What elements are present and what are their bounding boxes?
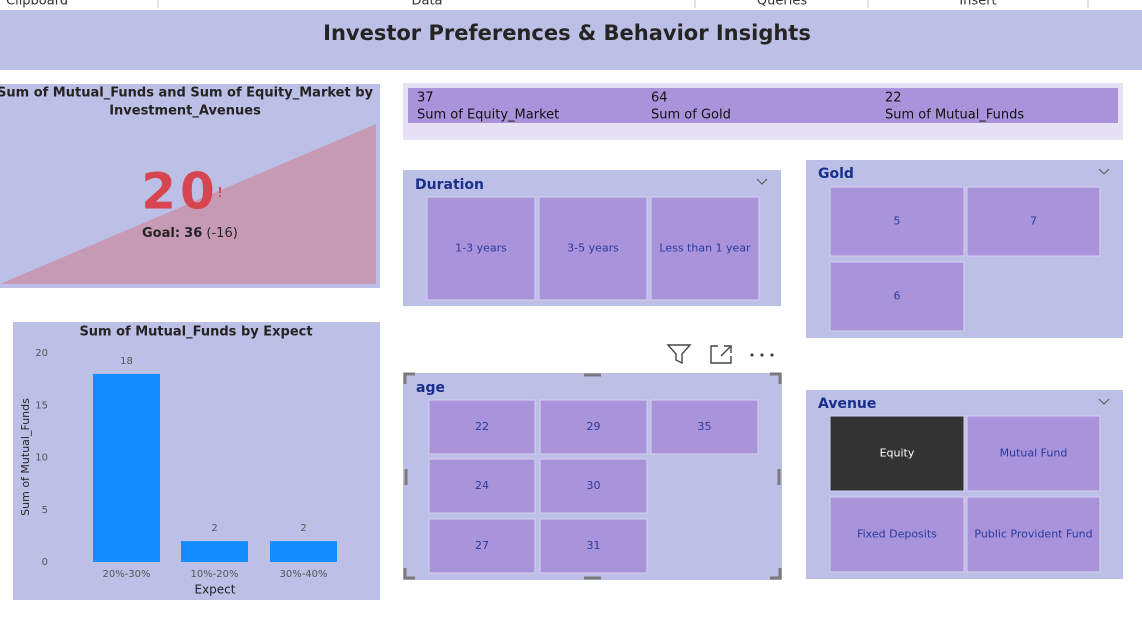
header-band <box>0 10 1142 70</box>
slicer-tile-label: Mutual Fund <box>1000 447 1068 460</box>
selection-handles[interactable] <box>403 372 782 580</box>
ribbon <box>0 0 1142 10</box>
y-tick-label: 5 <box>42 505 48 516</box>
kpi-value: 20 <box>141 163 219 221</box>
slicer-tile[interactable] <box>829 261 965 332</box>
ribbon-group[interactable]: Insert <box>959 0 996 9</box>
slicer-tile-label: 6 <box>894 290 901 303</box>
slicer-tile-label: 7 <box>1030 215 1037 228</box>
card-label: Sum of Gold <box>651 108 731 123</box>
card-value: 64 <box>651 91 668 106</box>
slicer-chevron[interactable] <box>756 178 768 185</box>
kpi-goal-value: 36 <box>184 226 202 241</box>
y-tick-label: 15 <box>35 400 48 411</box>
slicer-title: Duration <box>415 177 484 193</box>
data-label: 18 <box>120 356 133 367</box>
slicer-tile-label: Equity <box>880 447 915 460</box>
kpi-warning-icon <box>219 187 221 193</box>
slicer-tile[interactable] <box>428 399 536 455</box>
slicer-tile[interactable] <box>966 496 1101 573</box>
ribbon-group[interactable]: Queries <box>757 0 807 9</box>
x-tick-label: 30%-40% <box>279 569 327 580</box>
card-value: 37 <box>417 91 434 106</box>
card-items: 37 Sum of Equity_Market 64 Sum of Gold 22 Sum… <box>417 91 1024 123</box>
slicer-tile[interactable] <box>650 399 759 455</box>
slicer-tile-label: 30 <box>587 479 601 492</box>
slicer-tile[interactable] <box>428 518 536 574</box>
slicer-tile-label: 24 <box>475 479 489 492</box>
page-title: Investor Preferences & Behavior Insights <box>323 21 811 45</box>
slicer-tile[interactable] <box>428 458 536 514</box>
plot-area: 0 5 10 15 20 18 20%-30% 2 10%-20% 2 30%-40% <box>35 348 337 580</box>
y-axis-title: Sum of Mutual_Funds <box>19 398 32 516</box>
slicer-tile-label: 22 <box>475 420 489 433</box>
data-label: 2 <box>300 523 306 534</box>
bar <box>270 541 337 562</box>
slicer-tile[interactable] <box>538 196 648 301</box>
slicer-tile-label: 27 <box>475 539 489 552</box>
x-tick-label: 10%-20% <box>190 569 238 580</box>
slicer-title: Avenue <box>818 396 876 412</box>
kpi-goal: Goal: 36 (-16) <box>142 226 238 241</box>
chart-title: Sum of Mutual_Funds by Expect <box>79 325 312 340</box>
more-options[interactable] <box>760 353 764 357</box>
kpi-title: Investment_Avenues <box>109 104 261 119</box>
slicer-tile[interactable] <box>829 496 965 573</box>
slicer-chevron[interactable] <box>1098 168 1110 175</box>
kpi-title: Sum of Mutual_Funds and Sum of Equity_Ma… <box>0 86 374 101</box>
card-row <box>408 88 1118 123</box>
slicer-tile-label: 5 <box>894 215 901 228</box>
slicer-tile-label: 31 <box>587 539 601 552</box>
slicer-tile[interactable] <box>539 399 648 455</box>
slicer-tile[interactable] <box>650 196 760 301</box>
card-label: Sum of Mutual_Funds <box>885 108 1024 123</box>
slicer-tile-label: 1-3 years <box>455 242 507 255</box>
slicer-tile[interactable] <box>829 186 965 257</box>
slicer-tile[interactable] <box>966 186 1101 257</box>
slicer-tile-label: 3-5 years <box>567 242 619 255</box>
slicer-tile-label: 35 <box>698 420 712 433</box>
bar <box>181 541 248 562</box>
x-tick-label: 20%-30% <box>102 569 150 580</box>
visual-header-icons[interactable] <box>666 344 732 365</box>
ribbon-group[interactable]: Data <box>411 0 442 9</box>
card-value: 22 <box>885 91 902 106</box>
kpi-warning-icon <box>219 195 221 197</box>
slicer-tile-label: Fixed Deposits <box>857 528 937 541</box>
y-tick-label: 20 <box>35 348 48 359</box>
more-options[interactable] <box>750 353 754 357</box>
slicer-tile[interactable] <box>539 518 648 574</box>
slicer-tile[interactable] <box>539 458 648 514</box>
more-options[interactable] <box>770 353 774 357</box>
slicer-tile-label: 29 <box>587 420 601 433</box>
slicer-title: age <box>416 380 445 396</box>
kpi-trend-area <box>0 124 376 284</box>
slicer-tiles: 1-3 years 3-5 years Less than 1 year 5 7 6 22 2… <box>426 186 1101 574</box>
slicer-tile-label: Public Provident Fund <box>974 528 1092 541</box>
slicer-tile-label: Less than 1 year <box>659 242 751 255</box>
slicer-tile[interactable] <box>426 196 536 301</box>
card-label: Sum of Equity_Market <box>417 108 559 123</box>
y-tick-label: 0 <box>42 557 48 568</box>
slicer-chevron[interactable] <box>1098 398 1110 405</box>
x-axis-title: Expect <box>195 583 236 597</box>
slicer-title: Gold <box>818 166 854 182</box>
kpi-goal-label: Goal: <box>142 226 180 241</box>
slicer-tile[interactable] <box>829 415 965 492</box>
y-tick-label: 10 <box>35 453 48 464</box>
kpi-delta: (-16) <box>206 226 237 241</box>
slicer-tile[interactable] <box>966 415 1101 492</box>
data-label: 2 <box>211 523 217 534</box>
ribbon-group[interactable]: Clipboard <box>6 0 68 9</box>
bar <box>93 373 160 562</box>
